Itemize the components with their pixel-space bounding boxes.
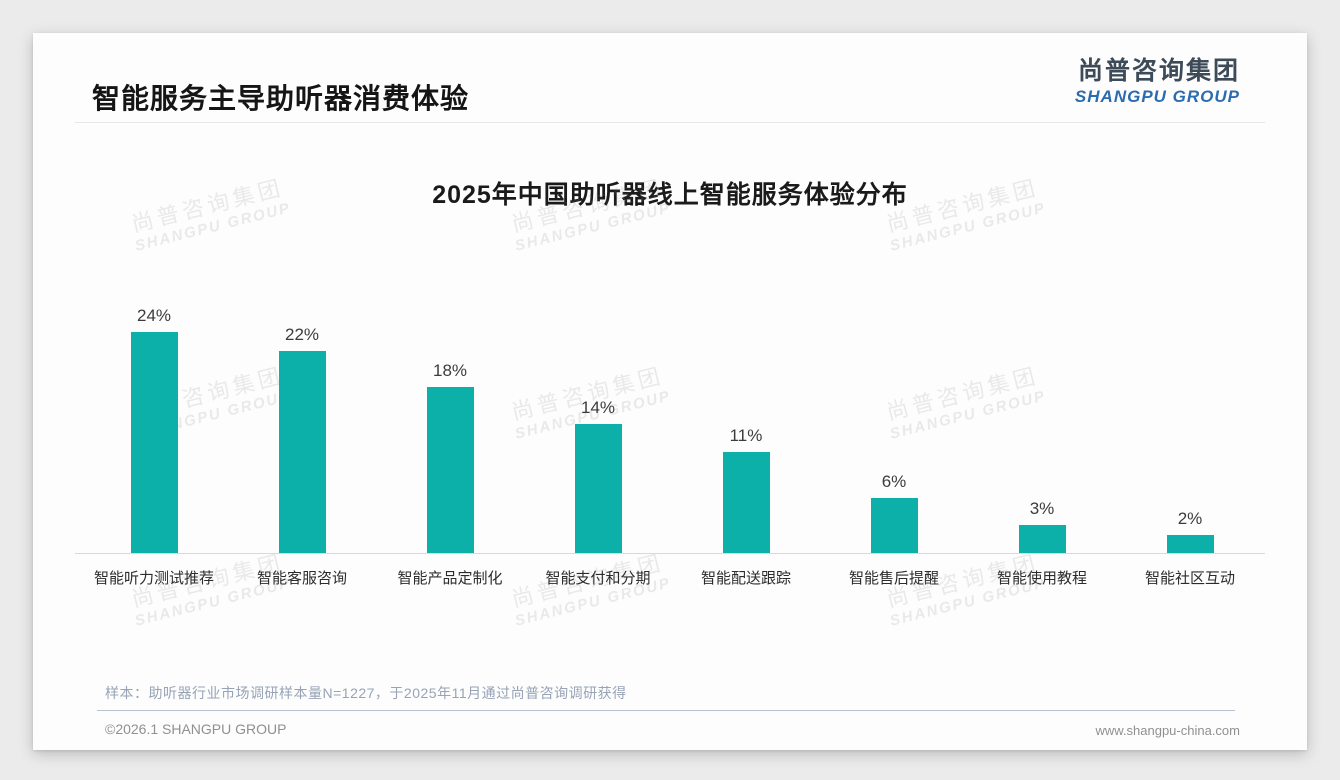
header-divider (75, 122, 1265, 123)
footer-divider (97, 710, 1235, 711)
footer-website: www.shangpu-china.com (1095, 723, 1240, 738)
bar (574, 424, 622, 553)
bar (130, 332, 178, 553)
bar (426, 387, 474, 553)
page-title: 智能服务主导助听器消费体验 (92, 83, 470, 114)
bar-category-label: 智能支付和分期 (545, 570, 651, 587)
bar-chart: 24% 智能听力测试推荐 22% 智能客服咨询 18% 智能产品定制化 14% 智能支付和分期… (33, 33, 1307, 750)
bar-category-label: 智能社区互动 (1144, 570, 1235, 587)
bar-category-label: 智能客服咨询 (256, 570, 347, 587)
logo-text-en: SHANGPU GROUP (1074, 86, 1240, 106)
bar-category-label: 智能听力测试推荐 (93, 570, 214, 587)
bar-value-label: 3% (1029, 499, 1055, 519)
bar-value-label: 14% (580, 398, 616, 418)
bar-value-label: 18% (432, 361, 468, 381)
bar (1018, 525, 1066, 553)
bar (722, 451, 770, 553)
bar-value-label: 11% (729, 425, 763, 445)
footer-copyright: ©2026.1 SHANGPU GROUP (105, 721, 287, 737)
bar (1166, 534, 1214, 553)
bar-value-label: 24% (136, 306, 172, 326)
bar-value-label: 22% (284, 324, 320, 344)
bar-category-label: 智能产品定制化 (397, 570, 503, 587)
bar-value-label: 6% (881, 471, 907, 491)
company-logo: 尚普咨询集团 SHANGPU GROUP (1074, 57, 1240, 106)
logo-text-cn: 尚普咨询集团 (1077, 57, 1240, 85)
bar-category-label: 智能售后提醒 (848, 570, 939, 587)
bar-value-label: 2% (1177, 508, 1203, 528)
sample-note: 样本：助听器行业市场调研样本量N=1227，于2025年11月通过尚普咨询调研获… (105, 685, 627, 701)
bar-category-label: 智能使用教程 (996, 570, 1087, 587)
x-axis-line (75, 553, 1265, 554)
chart-title: 2025年中国助听器线上智能服务体验分布 (432, 181, 908, 209)
bar (870, 497, 918, 553)
bar (278, 350, 326, 553)
slide-card: 尚普咨询集团 SHANGPU GROUP 尚普咨询集团 SHANGPU GROUP 尚普… (33, 33, 1307, 750)
bar-category-label: 智能配送跟踪 (700, 570, 791, 587)
